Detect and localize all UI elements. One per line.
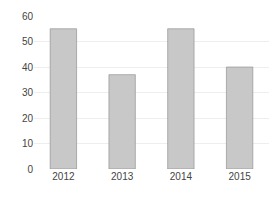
svg-text:2015: 2015 <box>229 171 252 182</box>
svg-text:2012: 2012 <box>52 171 75 182</box>
svg-text:10: 10 <box>22 138 34 149</box>
svg-text:50: 50 <box>22 36 34 47</box>
svg-text:20: 20 <box>22 113 34 124</box>
svg-text:60: 60 <box>22 11 34 22</box>
svg-text:40: 40 <box>22 62 34 73</box>
svg-text:2013: 2013 <box>111 171 134 182</box>
svg-text:30: 30 <box>22 87 34 98</box>
svg-text:2014: 2014 <box>170 171 193 182</box>
svg-text:0: 0 <box>27 164 33 175</box>
